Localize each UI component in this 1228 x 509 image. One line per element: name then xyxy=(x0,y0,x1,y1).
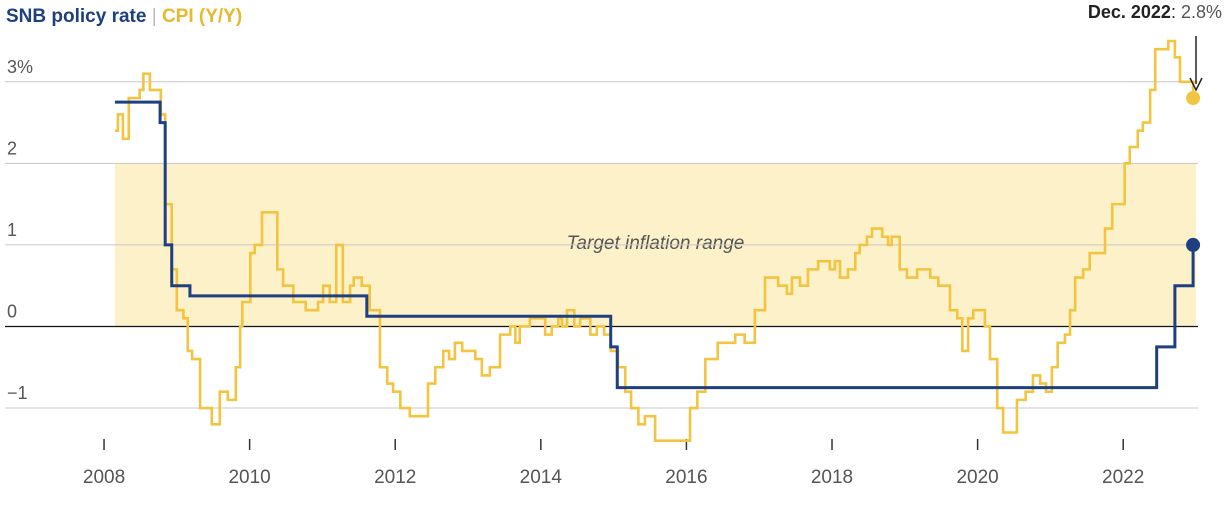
x-tick-label: 2020 xyxy=(956,467,998,488)
series-line xyxy=(114,100,1195,390)
legend-entry: CPI (Y/Y) xyxy=(162,6,242,27)
legend: SNB policy rate | CPI (Y/Y) xyxy=(6,6,242,27)
end-dot xyxy=(1186,91,1201,106)
annotation: Dec. 2022: 2.8% xyxy=(1088,2,1222,22)
x-tick-label: 2018 xyxy=(811,467,853,488)
series-line xyxy=(114,39,1195,442)
x-tick-label: 2022 xyxy=(1102,467,1144,488)
annotation-value: 2.8% xyxy=(1181,2,1222,22)
annotation-label: Dec. 2022 xyxy=(1088,2,1171,22)
y-tick-label: 2 xyxy=(7,138,17,158)
y-tick-label: 3% xyxy=(7,57,33,77)
legend-entry: SNB policy rate xyxy=(6,6,146,27)
y-tick-label: −1 xyxy=(7,383,28,403)
x-tick-label: 2012 xyxy=(374,467,416,488)
x-tick-label: 2008 xyxy=(83,467,125,488)
end-dot xyxy=(1186,237,1201,252)
legend-separator: | xyxy=(146,6,162,27)
series-layer xyxy=(114,39,1201,442)
y-tick-label: 0 xyxy=(7,301,17,321)
x-tick-label: 2016 xyxy=(665,467,707,488)
y-tick-label: 1 xyxy=(7,220,17,240)
x-tick-label: 2014 xyxy=(520,467,563,488)
annotation-arrowhead xyxy=(1189,77,1203,92)
band-label: Target inflation range xyxy=(567,233,745,254)
annotation-separator: : xyxy=(1171,2,1181,22)
x-tick-label: 2010 xyxy=(228,467,270,488)
annotation-layer xyxy=(1189,36,1203,92)
